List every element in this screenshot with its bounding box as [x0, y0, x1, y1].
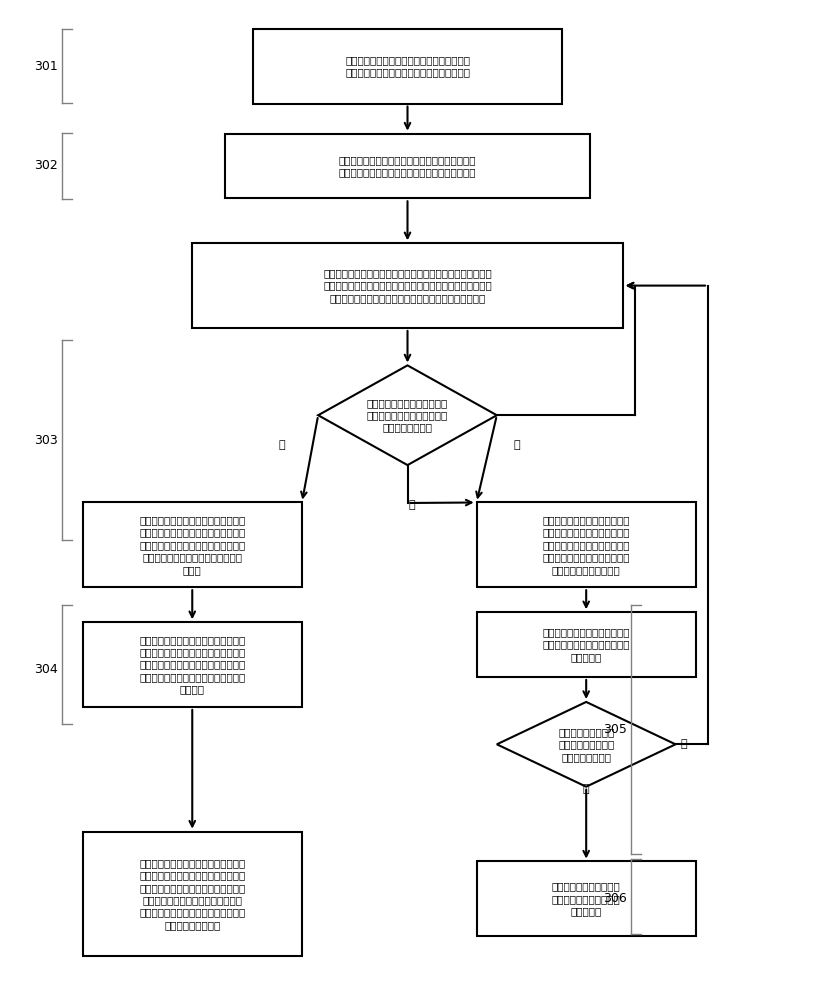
- Text: 302: 302: [34, 159, 58, 172]
- Text: 采用本发明所述的故障检测方法对电机轴是否
发生卡滞进行判断，当确定电机轴发生卡滞时: 采用本发明所述的故障检测方法对电机轴是否 发生卡滞进行判断，当确定电机轴发生卡滞…: [345, 55, 470, 77]
- FancyBboxPatch shape: [477, 612, 696, 677]
- Text: 305: 305: [603, 723, 627, 736]
- Text: 是: 是: [583, 784, 589, 794]
- Text: 306: 306: [603, 892, 627, 905]
- Text: 当气门实际升程与气门目标升程
之间的气门升程差值大于预设差
值，或气门实际升程的气门升程
实际变化率小于设定变化率时，
气门实际升程调节未成功: 当气门实际升程与气门目标升程 之间的气门升程差值大于预设差 值，或气门实际升程的…: [543, 515, 630, 575]
- Text: 是: 是: [278, 440, 285, 450]
- FancyBboxPatch shape: [477, 861, 696, 936]
- Polygon shape: [497, 702, 676, 787]
- Text: 301: 301: [34, 60, 58, 73]
- Text: 根据不同的气门实际升程所对应的卡滞
等级，将气门目标升程分成多个升程区
段，使气门实际升程所在的升程区段与
气门实际升程所对应的卡滞等级相对
应；根据更新后的卡: 根据不同的气门实际升程所对应的卡滞 等级，将气门目标升程分成多个升程区 段，使气…: [139, 858, 245, 930]
- Text: 否: 否: [408, 500, 415, 510]
- Text: 当通过升高电机再次启动时气门实际升
程所对应的卡滞等级、使气门实际升程
调节成功时，更新电机再次启动时气门
实际升程所对应的卡滞等级，并存入控
制单元中: 当通过升高电机再次启动时气门实际升 程所对应的卡滞等级、使气门实际升程 调节成功…: [139, 635, 245, 694]
- FancyBboxPatch shape: [477, 502, 696, 587]
- Text: 303: 303: [34, 434, 58, 447]
- FancyBboxPatch shape: [82, 622, 302, 707]
- Polygon shape: [318, 365, 497, 465]
- Text: 升高电机再次启动时气门实际升
程所对应的卡滞等级，以改变电
机重启位置: 升高电机再次启动时气门实际升 程所对应的卡滞等级，以改变电 机重启位置: [543, 627, 630, 662]
- Text: 根据电机初次启动时气门实际升程所对应的卡滞等
级列表，确定当前气门实际升程所对应的卡滞等级: 根据电机初次启动时气门实际升程所对应的卡滞等 级列表，确定当前气门实际升程所对应…: [339, 155, 476, 177]
- Text: 确定电机轴发生卡滞，连
续可变气门升程机构切换
至故障模式: 确定电机轴发生卡滞，连 续可变气门升程机构切换 至故障模式: [552, 881, 620, 916]
- FancyBboxPatch shape: [192, 243, 623, 328]
- Text: 304: 304: [34, 663, 58, 676]
- FancyBboxPatch shape: [253, 29, 562, 104]
- Text: 判断升高后的卡滞等
级是否超过预先设定
的最高卡滞等级时: 判断升高后的卡滞等 级是否超过预先设定 的最高卡滞等级时: [558, 727, 615, 762]
- FancyBboxPatch shape: [225, 134, 590, 198]
- FancyBboxPatch shape: [82, 832, 302, 956]
- Text: 根据当前气门实际升程所对应的卡滞等级，以及根据在对气门
实际升程进行调节时不同的卡滞等级所对应的电机重启位置，
确定当前卡滞等级所对应的电机重启位置，再次启动电: 根据当前气门实际升程所对应的卡滞等级，以及根据在对气门 实际升程进行调节时不同的…: [323, 268, 492, 303]
- Text: 当气门实际升程与气门目标升程之间的
气门升程差值小于等于预设差值，且气
门实际升程的气门升程实际变化率大于
等于设定变化率时，气门实际升程调
节成功: 当气门实际升程与气门目标升程之间的 气门升程差值小于等于预设差值，且气 门实际升…: [139, 515, 245, 575]
- Text: 否: 否: [681, 739, 687, 749]
- FancyBboxPatch shape: [82, 502, 302, 587]
- Text: 是: 是: [513, 440, 521, 450]
- Text: 判断电机再次启动时的起始位
置是否到达当前卡滞等级所对
应的电机重启位置: 判断电机再次启动时的起始位 置是否到达当前卡滞等级所对 应的电机重启位置: [367, 398, 448, 433]
